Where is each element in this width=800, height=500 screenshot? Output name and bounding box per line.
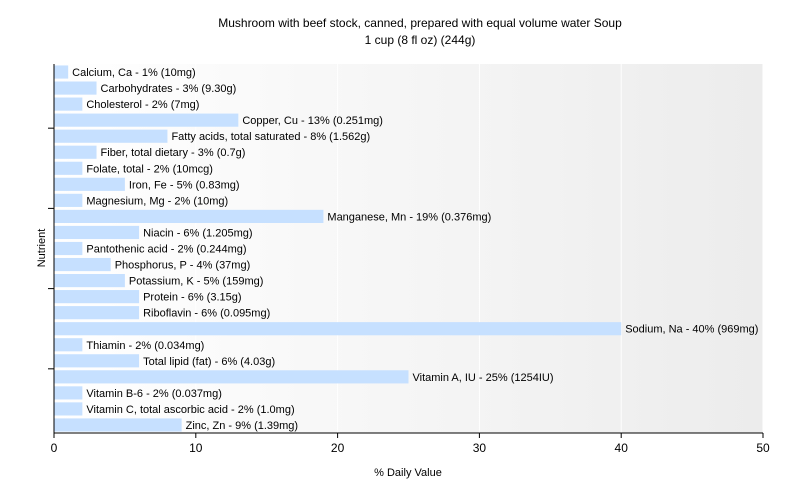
bar: [54, 97, 83, 111]
bar-label: Carbohydrates - 3% (9.30g): [101, 83, 237, 95]
x-tick-label: 10: [189, 441, 203, 455]
bar-label: Copper, Cu - 13% (0.251mg): [242, 115, 383, 127]
bar: [54, 338, 83, 352]
bar: [54, 386, 83, 400]
bar-label: Vitamin C, total ascorbic acid - 2% (1.0…: [86, 404, 294, 416]
x-tick-label: 30: [473, 441, 487, 455]
bar-label: Pantothenic acid - 2% (0.244mg): [86, 244, 246, 256]
bar: [54, 274, 125, 288]
bar: [54, 113, 239, 127]
bar: [54, 290, 140, 304]
bar: [54, 129, 168, 143]
bar-label: Fatty acids, total saturated - 8% (1.562…: [171, 131, 370, 143]
axes: 0 10 20 30 40 50: [48, 64, 770, 455]
x-tick-label: 40: [615, 441, 629, 455]
bar-label: Phosphorus, P - 4% (37mg): [115, 260, 251, 272]
bar-label: Manganese, Mn - 19% (0.376mg): [327, 211, 491, 223]
bar-label: Potassium, K - 5% (159mg): [129, 276, 264, 288]
bar: [54, 65, 69, 79]
bar: [54, 161, 83, 175]
bar: [54, 209, 324, 223]
x-axis-label: % Daily Value: [374, 467, 442, 479]
bar-label: Vitamin B-6 - 2% (0.037mg): [86, 388, 222, 400]
bar-label: Zinc, Zn - 9% (1.39mg): [186, 420, 298, 432]
bar: [54, 402, 83, 416]
bar: [54, 225, 140, 240]
chart-title: Mushroom with beef stock, canned, prepar…: [218, 16, 622, 30]
x-tick-label: 20: [331, 441, 345, 455]
bar-label: Protein - 6% (3.15g): [143, 292, 241, 304]
bar-label: Cholesterol - 2% (7mg): [86, 99, 199, 111]
bar-label: Magnesium, Mg - 2% (10mg): [86, 195, 228, 207]
bar: [54, 257, 111, 272]
bar-label: Calcium, Ca - 1% (10mg): [72, 67, 195, 79]
bar-label: Folate, total - 2% (10mcg): [86, 163, 213, 175]
bar: [54, 418, 182, 432]
y-axis-label: Nutrient: [36, 229, 48, 268]
bar-label: Fiber, total dietary - 3% (0.7g): [101, 147, 246, 159]
bar-label: Riboflavin - 6% (0.095mg): [143, 308, 270, 320]
bar-label: Total lipid (fat) - 6% (4.03g): [143, 356, 275, 368]
x-tick-label: 50: [756, 441, 770, 455]
bar: [54, 370, 409, 384]
bar-label: Thiamin - 2% (0.034mg): [86, 340, 204, 352]
chart-subtitle: 1 cup (8 fl oz) (244g): [365, 33, 476, 47]
bar-label: Iron, Fe - 5% (0.83mg): [129, 179, 240, 191]
bar: [54, 145, 97, 159]
bar-label: Sodium, Na - 40% (969mg): [625, 324, 758, 336]
bar: [54, 354, 140, 368]
bar: [54, 322, 622, 336]
bars: Calcium, Ca - 1% (10mg) Carbohydrates - 3…: [54, 65, 758, 432]
bar: [54, 81, 97, 95]
bar: [54, 241, 83, 256]
bar: [54, 193, 83, 207]
bar-label: Niacin - 6% (1.205mg): [143, 227, 252, 239]
bar: [54, 177, 125, 191]
bar-label: Vitamin A, IU - 25% (1254IU): [413, 372, 554, 384]
bar: [54, 306, 140, 320]
x-tick-label: 0: [51, 441, 58, 455]
